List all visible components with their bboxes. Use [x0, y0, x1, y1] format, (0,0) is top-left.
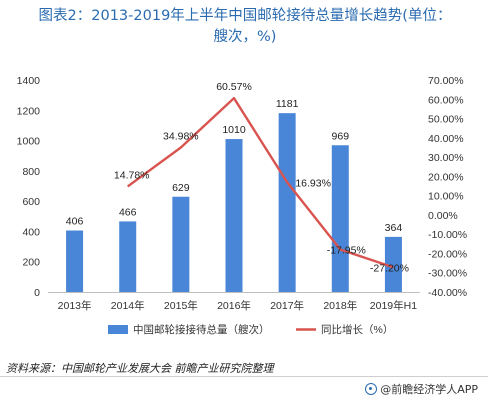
x-tick-label: 2019年H1: [370, 299, 417, 312]
right-tick-label: -20.00%: [428, 248, 467, 260]
right-tick-label: 60.00%: [428, 94, 464, 106]
bar-data-label: 629: [172, 182, 190, 194]
left-tick-label: 200: [22, 257, 40, 269]
brand-text: @前瞻经济学人APP: [380, 383, 478, 396]
line-data-label: 14.78%: [114, 169, 150, 181]
left-tick-label: 600: [22, 196, 40, 208]
x-tick-label: 2017年: [270, 299, 304, 312]
bar-data-label: 466: [119, 206, 137, 218]
right-tick-label: -40.00%: [428, 287, 467, 299]
x-tick-label: 2016年: [217, 299, 251, 312]
left-tick-label: 1400: [17, 75, 41, 87]
chart-title: 图表2：2013-2019年上半年中国邮轮接待总量增长趋势(单位： 艘次，%): [8, 6, 482, 48]
x-tick-label: 2015年: [164, 299, 198, 312]
right-tick-label: 40.00%: [428, 133, 464, 145]
legend-label-line: 同比增长（%）: [321, 323, 393, 336]
x-tick-label: 2014年: [111, 299, 145, 312]
bar-data-label: 1010: [222, 124, 246, 136]
x-tick-label: 2018年: [323, 299, 357, 312]
line-data-label: 60.57%: [216, 81, 252, 93]
right-tick-label: 50.00%: [428, 114, 464, 126]
bar-data-label: 364: [385, 222, 403, 234]
x-tick-label: 2013年: [58, 299, 92, 312]
title-line-1: 图表2：2013-2019年上半年中国邮轮接待总量增长趋势(单位：: [38, 8, 452, 24]
right-tick-label: -10.00%: [428, 229, 467, 241]
left-tick-label: 1200: [17, 105, 41, 117]
brand-footer: @前瞻经济学人APP: [365, 381, 478, 397]
line-data-label: -27.20%: [370, 262, 409, 274]
legend-swatch-bar: [108, 325, 128, 334]
divider: [0, 376, 488, 377]
left-tick-label: 800: [22, 166, 40, 178]
left-tick-label: 400: [22, 226, 40, 238]
bar-series: 406 466 629 1010 1181 969 364: [66, 98, 403, 292]
bar: [278, 113, 296, 292]
right-tick-label: 10.00%: [428, 191, 464, 203]
left-axis: 0 200 400 600 800 1000 1200 1400: [17, 75, 41, 299]
bar: [119, 221, 137, 292]
source-note: 资料来源：中国邮轮产业发展大会 前瞻产业研究院整理: [6, 362, 274, 375]
left-tick-label: 1000: [17, 136, 41, 148]
right-tick-label: 70.00%: [428, 75, 464, 87]
right-tick-label: 20.00%: [428, 171, 464, 183]
line-data-label: 16.93%: [295, 177, 331, 189]
bar: [225, 139, 243, 292]
brand-logo-icon: [365, 383, 378, 395]
bar-data-label: 406: [66, 216, 84, 228]
combo-chart: 0 200 400 600 800 1000 1200 1400 70.00% 60.00% 50…: [17, 75, 467, 336]
bar: [384, 236, 402, 292]
bar-data-label: 1181: [276, 98, 299, 110]
title-line-2: 艘次，%): [213, 29, 277, 45]
legend: 中国邮轮接接待总量（艘次） 同比增长（%）: [108, 323, 393, 336]
growth-line: [127, 96, 394, 269]
bar: [66, 230, 84, 292]
line-data-label: -17.95%: [327, 245, 366, 257]
legend-label-bar: 中国邮轮接接待总量（艘次）: [133, 323, 270, 336]
bar-data-label: 969: [332, 130, 350, 142]
right-axis: 70.00% 60.00% 50.00% 40.00% 30.00% 20.00% 10.0…: [428, 75, 467, 299]
bar: [172, 196, 190, 292]
bar: [331, 145, 349, 292]
line-series: 14.78% 34.98% 60.57% 16.93% -17.95% -27.20%: [114, 81, 409, 274]
left-tick-label: 0: [34, 287, 40, 299]
right-tick-label: 30.00%: [428, 152, 464, 164]
right-tick-label: 0.00%: [428, 210, 458, 222]
line-data-label: 34.98%: [163, 130, 199, 142]
right-tick-label: -30.00%: [428, 268, 467, 280]
x-axis: 2013年 2014年 2015年 2016年 2017年 2018年 2019年H1: [48, 292, 420, 312]
